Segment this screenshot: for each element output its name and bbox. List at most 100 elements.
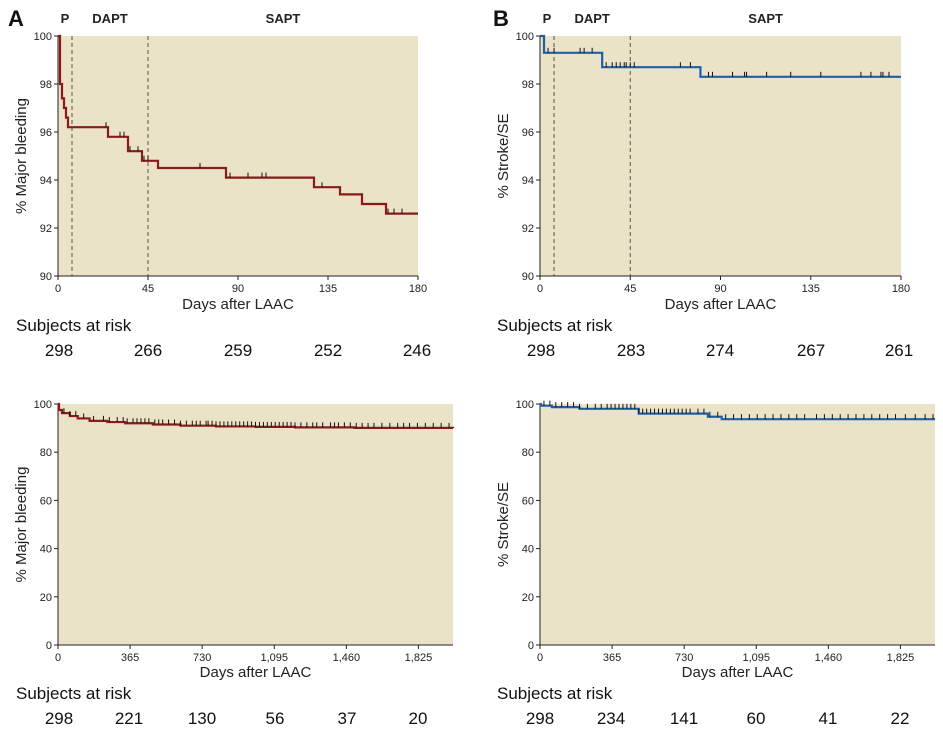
y-tick-label: 100 bbox=[34, 399, 52, 411]
risk-count: 22 bbox=[891, 709, 910, 728]
risk-count: 221 bbox=[115, 709, 143, 728]
phase-label: SAPT bbox=[748, 11, 783, 26]
y-tick-label: 80 bbox=[40, 447, 52, 459]
x-tick-label: 135 bbox=[319, 283, 337, 295]
risk-table-title: Subjects at risk bbox=[497, 684, 613, 703]
risk-count: 20 bbox=[409, 709, 428, 728]
risk-table-title: Subjects at risk bbox=[16, 316, 132, 335]
risk-count: 41 bbox=[819, 709, 838, 728]
risk-count: 267 bbox=[797, 341, 825, 360]
plot-area bbox=[58, 36, 418, 276]
risk-count: 246 bbox=[403, 341, 431, 360]
x-axis-title: Days after LAAC bbox=[682, 664, 794, 681]
plot-area bbox=[540, 404, 935, 645]
y-tick-label: 92 bbox=[40, 223, 52, 235]
risk-count: 298 bbox=[45, 709, 73, 728]
phase-label: DAPT bbox=[92, 11, 127, 26]
risk-table-title: Subjects at risk bbox=[16, 684, 132, 703]
panel-letter: B bbox=[493, 6, 509, 31]
chart-panel-2: P DAPT SAPT 90 92 94 96 98 100 0 45 90 135 180 Days af… bbox=[493, 6, 913, 360]
y-axis-title: % Major bleeding bbox=[13, 467, 30, 583]
x-tick-label: 365 bbox=[603, 652, 621, 664]
y-tick-label: 20 bbox=[522, 592, 534, 604]
risk-count: 261 bbox=[885, 341, 913, 360]
x-tick-label: 90 bbox=[714, 283, 726, 295]
risk-count: 56 bbox=[266, 709, 285, 728]
x-tick-label: 180 bbox=[892, 283, 910, 295]
x-tick-label: 365 bbox=[121, 652, 139, 664]
survival-curve bbox=[539, 402, 935, 421]
survival-curve bbox=[58, 34, 418, 215]
risk-count: 283 bbox=[617, 341, 645, 360]
risk-table-title: Subjects at risk bbox=[497, 316, 613, 335]
chart-panel-4: 0 20 40 60 80 100 0 365 730 1,095 1,460 1,825 Days a… bbox=[495, 399, 935, 728]
plot-area bbox=[540, 36, 901, 276]
x-tick-label: 0 bbox=[537, 652, 543, 664]
y-tick-label: 100 bbox=[516, 31, 534, 43]
risk-count: 298 bbox=[527, 341, 555, 360]
y-tick-label: 94 bbox=[522, 175, 534, 187]
x-tick-label: 1,460 bbox=[333, 652, 361, 664]
risk-count: 234 bbox=[597, 709, 625, 728]
y-tick-label: 80 bbox=[522, 447, 534, 459]
phase-label: DAPT bbox=[574, 11, 609, 26]
x-tick-label: 1,095 bbox=[742, 652, 770, 664]
y-tick-label: 96 bbox=[40, 127, 52, 139]
risk-count: 298 bbox=[45, 341, 73, 360]
phase-label: P bbox=[61, 11, 70, 26]
y-tick-label: 0 bbox=[46, 640, 52, 652]
risk-count: 259 bbox=[224, 341, 252, 360]
panel-letter: A bbox=[8, 6, 24, 31]
risk-count: 298 bbox=[526, 709, 554, 728]
y-tick-label: 100 bbox=[34, 31, 52, 43]
x-tick-label: 1,825 bbox=[887, 652, 915, 664]
x-tick-label: 90 bbox=[232, 283, 244, 295]
y-tick-label: 60 bbox=[522, 495, 534, 507]
y-tick-label: 40 bbox=[40, 544, 52, 556]
y-tick-label: 90 bbox=[40, 271, 52, 283]
risk-count: 141 bbox=[670, 709, 698, 728]
risk-count: 252 bbox=[314, 341, 342, 360]
y-tick-label: 0 bbox=[528, 640, 534, 652]
y-tick-label: 94 bbox=[40, 175, 52, 187]
y-axis-title: % Stroke/SE bbox=[495, 482, 512, 567]
x-tick-label: 0 bbox=[537, 283, 543, 295]
x-tick-label: 1,825 bbox=[405, 652, 433, 664]
y-tick-label: 98 bbox=[522, 79, 534, 91]
y-tick-label: 60 bbox=[40, 495, 52, 507]
risk-count: 266 bbox=[134, 341, 162, 360]
x-tick-label: 0 bbox=[55, 283, 61, 295]
x-axis-title: Days after LAAC bbox=[665, 296, 777, 313]
x-tick-label: 1,460 bbox=[815, 652, 843, 664]
risk-count: 37 bbox=[338, 709, 357, 728]
y-axis-title: % Stroke/SE bbox=[495, 113, 512, 198]
risk-count: 130 bbox=[188, 709, 216, 728]
y-tick-label: 100 bbox=[516, 399, 534, 411]
y-axis-title: % Major bleeding bbox=[13, 98, 30, 214]
y-tick-label: 40 bbox=[522, 544, 534, 556]
chart-panel-3: 0 20 40 60 80 100 0 365 730 1,095 1,460 1,825 Days a… bbox=[13, 399, 455, 728]
y-tick-label: 96 bbox=[522, 127, 534, 139]
x-axis-title: Days after LAAC bbox=[200, 664, 312, 681]
plot-area bbox=[58, 404, 453, 645]
x-tick-label: 1,095 bbox=[260, 652, 288, 664]
x-axis-title: Days after LAAC bbox=[182, 296, 294, 313]
x-tick-label: 180 bbox=[409, 283, 427, 295]
y-tick-label: 90 bbox=[522, 271, 534, 283]
survival-curve bbox=[540, 34, 901, 78]
phase-label: SAPT bbox=[266, 11, 301, 26]
y-tick-label: 92 bbox=[522, 223, 534, 235]
x-tick-label: 45 bbox=[624, 283, 636, 295]
phase-label: P bbox=[543, 11, 552, 26]
y-tick-label: 20 bbox=[40, 592, 52, 604]
chart-panel-1: P DAPT SAPT 90 92 94 96 98 100 0 45 90 135 180 Days af… bbox=[8, 6, 431, 360]
risk-count: 60 bbox=[747, 709, 766, 728]
x-tick-label: 45 bbox=[142, 283, 154, 295]
x-tick-label: 0 bbox=[55, 652, 61, 664]
y-tick-label: 98 bbox=[40, 79, 52, 91]
risk-count: 274 bbox=[706, 341, 734, 360]
x-tick-label: 730 bbox=[675, 652, 693, 664]
x-tick-label: 730 bbox=[193, 652, 211, 664]
x-tick-label: 135 bbox=[802, 283, 820, 295]
